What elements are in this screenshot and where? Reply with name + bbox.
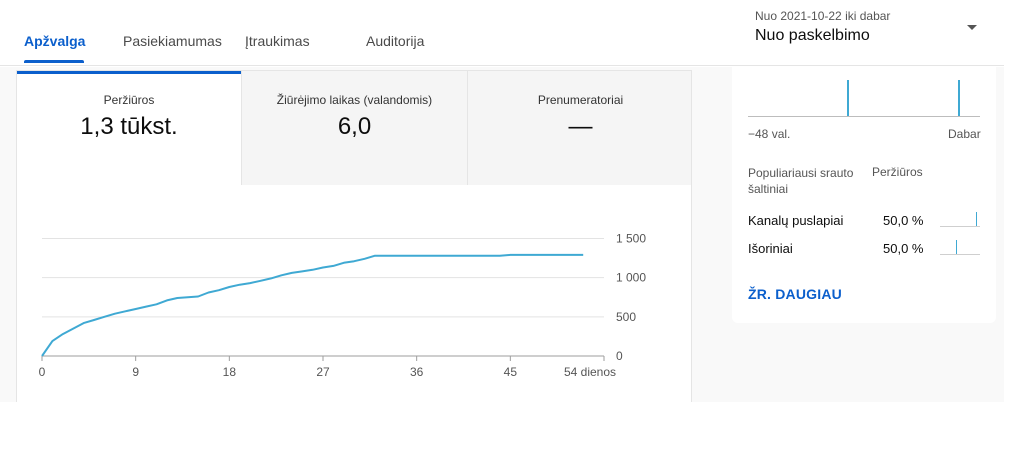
tab-engagement[interactable]: Įtraukimas (245, 33, 310, 49)
metric-value: — (568, 113, 593, 140)
see-more-link[interactable]: ŽR. DAUGIAU (748, 286, 842, 302)
x-tick-label: 27 (316, 365, 330, 379)
realtime-start-label: −48 val. (748, 127, 791, 141)
traffic-source-value: 50,0 % (883, 213, 924, 228)
metric-tab-watch-time[interactable]: Žiūrėjimo laikas (valandomis) 6,0 (242, 71, 468, 185)
x-tick-label: 54 dienos (564, 365, 616, 379)
x-tick-label: 18 (223, 365, 237, 379)
views-line-chart: 0 9 18 27 36 45 54 dienos 0 500 1 000 1 500 (39, 231, 647, 379)
date-range-dropdown[interactable]: Nuo 2021-10-22 iki dabar Nuo paskelbimo (755, 9, 990, 49)
metric-value: 1,3 tūkst. (80, 113, 178, 140)
traffic-source-name: Kanalų puslapiai (748, 213, 844, 228)
metric-value: 6,0 (337, 113, 372, 140)
x-tick-label: 9 (132, 365, 139, 379)
metric-tab-views[interactable]: Peržiūros 1,3 tūkst. (17, 71, 242, 185)
metric-label: Prenumeratoriai (537, 93, 624, 107)
traffic-spark-baseline (940, 226, 980, 227)
realtime-card: −48 val. Dabar Populiariausi srauto šalt… (732, 66, 996, 323)
traffic-spark-baseline (940, 254, 980, 255)
traffic-spark-bar (976, 212, 977, 226)
metric-label: Žiūrėjimo laikas (valandomis) (276, 93, 433, 107)
y-tick-label: 1 500 (616, 231, 646, 245)
traffic-views-header: Peržiūros (872, 165, 923, 179)
traffic-source-header: Populiariausi srauto šaltiniai (748, 166, 854, 196)
y-tick-label: 500 (616, 310, 636, 324)
active-tab-indicator (24, 60, 84, 63)
sparkline-baseline (748, 116, 980, 117)
traffic-source-name: Išoriniai (748, 241, 793, 256)
tab-reach[interactable]: Pasiekiamumas (123, 33, 222, 49)
realtime-bar (847, 80, 849, 116)
x-tick-label: 36 (410, 365, 424, 379)
date-range-selected: Nuo paskelbimo (755, 27, 870, 44)
tab-audience[interactable]: Auditorija (366, 33, 425, 49)
realtime-bar (958, 80, 960, 116)
tab-overview[interactable]: Apžvalga (24, 33, 86, 49)
x-tick-label: 0 (39, 365, 46, 379)
realtime-end-label: Dabar (948, 127, 981, 141)
date-range-subtitle: Nuo 2021-10-22 iki dabar (755, 9, 891, 23)
overview-card: Peržiūros 1,3 tūkst. Žiūrėjimo laikas (v… (16, 70, 692, 402)
page-background (0, 402, 1024, 455)
y-tick-label: 1 000 (616, 271, 646, 285)
analytics-header: Apžvalga Pasiekiamumas Įtraukimas Audito… (0, 0, 1004, 66)
active-metric-indicator (17, 71, 241, 74)
metric-label: Peržiūros (103, 93, 155, 107)
traffic-spark-bar (956, 240, 957, 254)
y-tick-label: 0 (616, 349, 623, 363)
views-series-line (41, 253, 584, 357)
metric-tab-subscribers[interactable]: Prenumeratoriai — (468, 71, 691, 185)
traffic-source-value: 50,0 % (883, 241, 924, 256)
caret-down-icon (967, 25, 977, 30)
x-tick-label: 45 (504, 365, 518, 379)
